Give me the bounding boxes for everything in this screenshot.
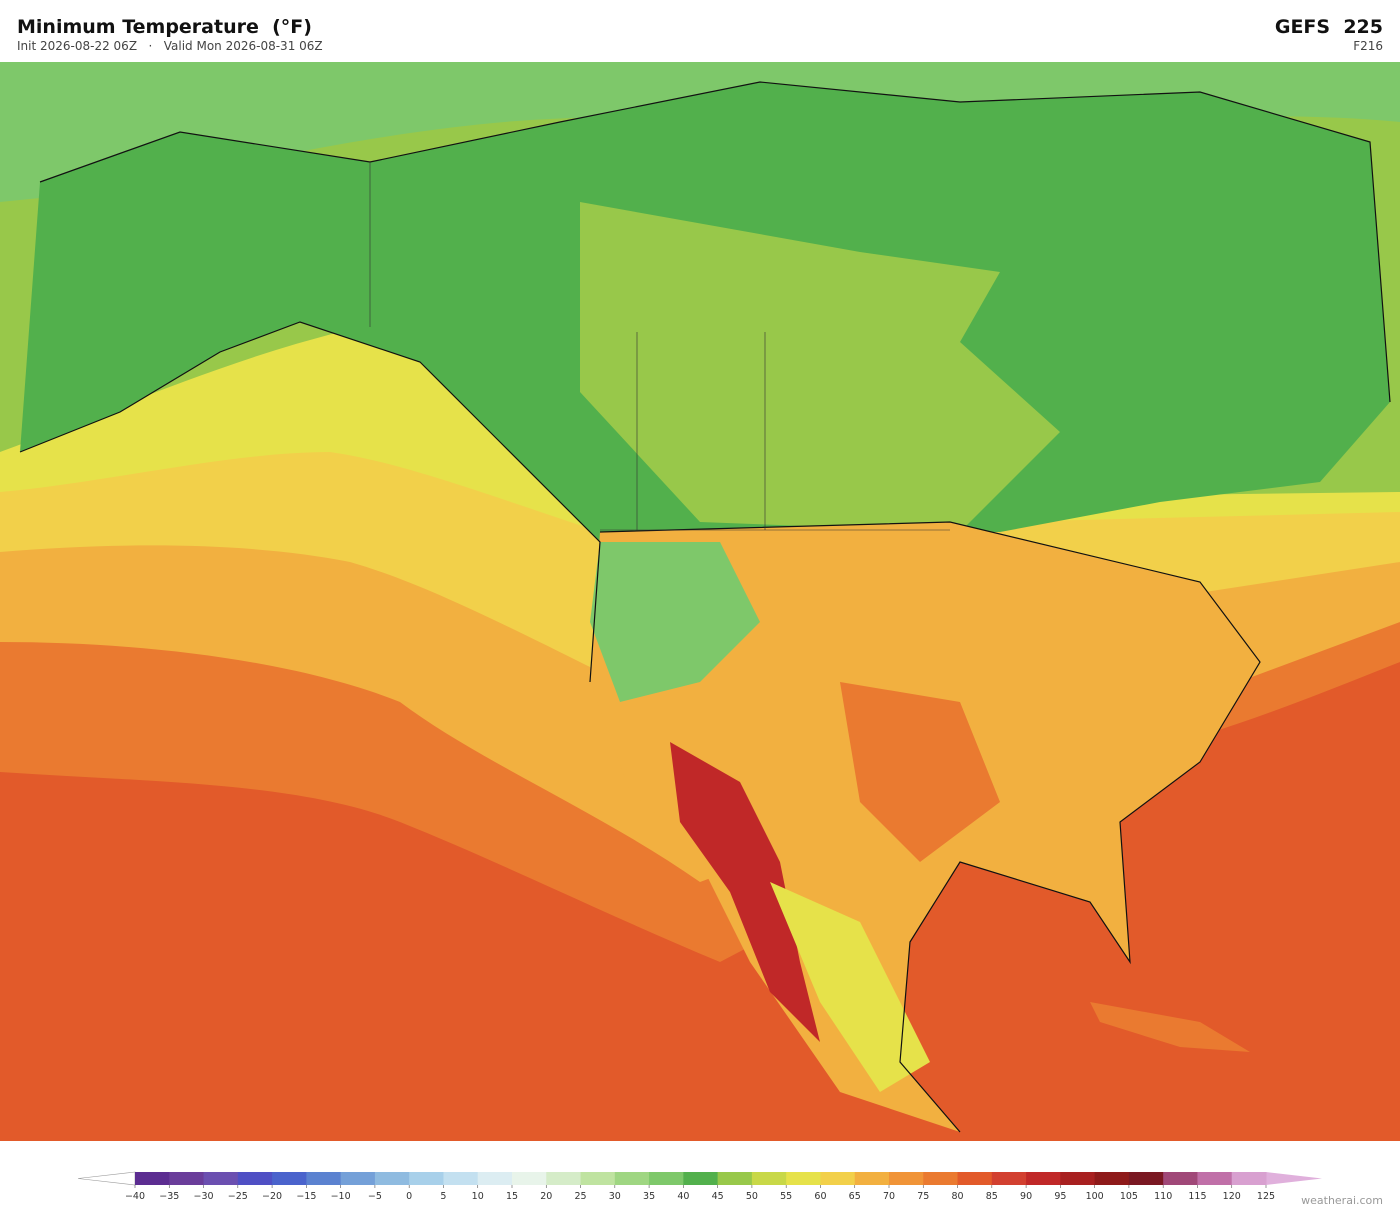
watermark: weatherai.com — [1301, 1194, 1383, 1207]
colorbar-segment — [889, 1172, 924, 1185]
land-plains-warm — [840, 682, 1000, 862]
colorbar-segment — [340, 1172, 376, 1185]
colorbar-tick-label: −20 — [262, 1191, 282, 1202]
colorbar-tick-label: 115 — [1188, 1191, 1206, 1202]
colorbar-segment — [203, 1172, 239, 1185]
colorbar-segment — [957, 1172, 993, 1185]
colorbar-segment — [1128, 1172, 1164, 1185]
colorbar-tick-label: 25 — [574, 1191, 586, 1202]
colorbar-tick-label: 75 — [917, 1191, 929, 1202]
colorbar-tick-label: −35 — [159, 1191, 179, 1202]
colorbar-segment — [923, 1172, 959, 1185]
colorbar-segment — [237, 1172, 273, 1185]
colorbar-segment — [546, 1172, 582, 1185]
forecast-hour: F216 — [1353, 39, 1383, 53]
map — [0, 62, 1400, 1141]
colorbar-segment — [477, 1172, 513, 1185]
land-canada-south — [580, 202, 1060, 532]
colorbar-tick-label: 45 — [712, 1191, 724, 1202]
colorbar-tick-label: −10 — [331, 1191, 351, 1202]
colorbar-segment — [1231, 1172, 1267, 1185]
colorbar-segment — [374, 1172, 410, 1185]
colorbar-segment — [683, 1172, 719, 1185]
colorbar-tick-label: 90 — [1020, 1191, 1032, 1202]
colorbar-tick-label: 70 — [883, 1191, 895, 1202]
colorbar-over — [1266, 1172, 1322, 1185]
subtitle: Init 2026-08-22 06Z · Valid Mon 2026-08-… — [17, 39, 323, 53]
colorbar-segment — [614, 1172, 650, 1185]
colorbar-segment — [272, 1172, 307, 1185]
colorbar-segment — [854, 1172, 890, 1185]
colorbar-tick-label: −5 — [368, 1191, 382, 1202]
land-cuba — [1090, 1002, 1250, 1052]
colorbar-tick-label: −30 — [194, 1191, 214, 1202]
land-northwest — [590, 542, 760, 702]
colorbar-segment — [1197, 1172, 1233, 1185]
colorbar-segment — [1094, 1172, 1130, 1185]
colorbar-tick-label: 105 — [1120, 1191, 1138, 1202]
colorbar-segment — [649, 1172, 684, 1185]
colorbar-tick-label: 0 — [406, 1191, 412, 1202]
colorbar: −40 −35 −30 −25 −20 −15 −10 −5 0 5 10 15 20 25 30 35 40 4… — [77, 1171, 1383, 1207]
colorbar-tick-label: 40 — [677, 1191, 689, 1202]
model: GEFS 225 — [1274, 16, 1383, 38]
colorbar-segment — [409, 1172, 444, 1185]
colorbar-tick-label: −40 — [125, 1191, 145, 1202]
colorbar-segment — [1026, 1172, 1061, 1185]
land-mexico-plateau — [770, 882, 930, 1092]
borders — [369, 162, 950, 531]
colorbar-tick-label: 30 — [609, 1191, 621, 1202]
colorbar-tick-label: 10 — [472, 1191, 484, 1202]
colorbar-tick-label: 65 — [849, 1191, 861, 1202]
colorbar-segment — [991, 1172, 1027, 1185]
colorbar-tick-label: 15 — [506, 1191, 518, 1202]
colorbar-tick-label: 55 — [780, 1191, 792, 1202]
header: Minimum Temperature (°F) Init 2026-08-22… — [0, 0, 1400, 62]
colorbar-under — [77, 1171, 136, 1186]
colorbar-tick-label: 120 — [1223, 1191, 1241, 1202]
colorbar-tick-label: 100 — [1086, 1191, 1104, 1202]
colorbar-segment — [717, 1172, 753, 1185]
colorbar-tick-label: 125 — [1257, 1191, 1275, 1202]
colorbar-segment — [135, 1172, 170, 1185]
colorbar-tick-label: 85 — [986, 1191, 998, 1202]
colorbar-segment — [580, 1172, 616, 1185]
colorbar-tick-label: 5 — [440, 1191, 446, 1202]
colorbar-segment — [306, 1172, 342, 1185]
colorbar-segment — [786, 1172, 821, 1185]
colorbar-tick-label: 80 — [951, 1191, 963, 1202]
colorbar-segment — [443, 1172, 479, 1185]
coastline — [19, 81, 1391, 1133]
colorbar-tick-label: −15 — [296, 1191, 316, 1202]
colorbar-tick-label: 50 — [746, 1191, 758, 1202]
colorbar-tick-label: −25 — [228, 1191, 248, 1202]
colorbar-segment — [1060, 1172, 1096, 1185]
colorbar-tick-label: 35 — [643, 1191, 655, 1202]
land-desert-hot — [670, 742, 820, 1042]
colorbar-tick-label: 60 — [814, 1191, 826, 1202]
band-green — [0, 62, 1400, 202]
colorbar-tick-label: 110 — [1154, 1191, 1172, 1202]
title: Minimum Temperature (°F) — [17, 16, 312, 38]
colorbar-segment — [512, 1172, 547, 1185]
colorbar-segment — [751, 1172, 787, 1185]
colorbar-tick-label: 20 — [540, 1191, 552, 1202]
colorbar-segment — [820, 1172, 856, 1185]
colorbar-tick-label: 95 — [1054, 1191, 1066, 1202]
colorbar-segment — [1163, 1172, 1198, 1185]
colorbar-segment — [169, 1172, 205, 1185]
